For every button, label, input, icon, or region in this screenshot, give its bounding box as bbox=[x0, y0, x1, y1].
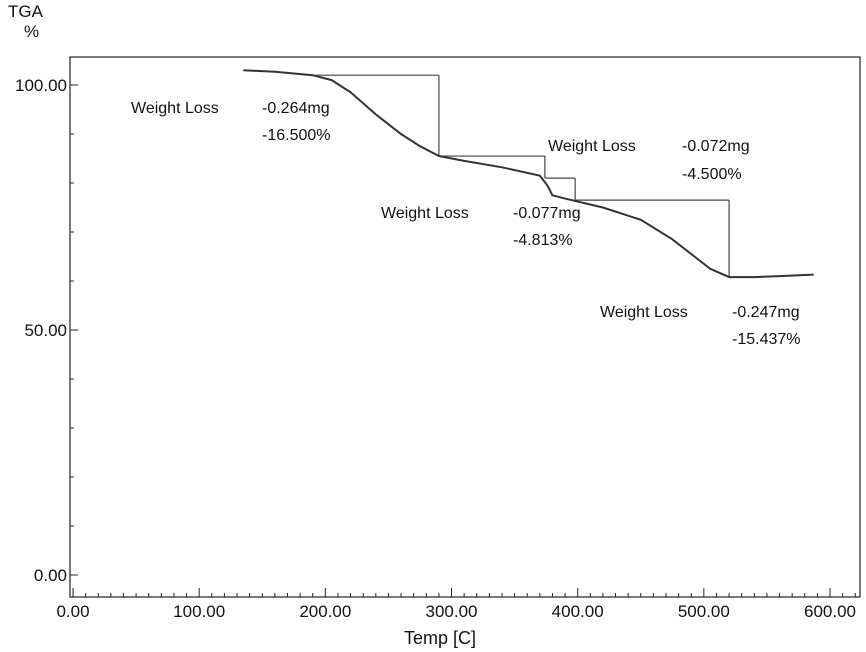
x-tick-label: 500.00 bbox=[678, 602, 730, 621]
annotation-3-percent: -4.813% bbox=[513, 232, 573, 249]
annotation-4-label: Weight Loss bbox=[600, 304, 688, 321]
annotation-4-percent: -15.437% bbox=[732, 331, 801, 348]
y-axis-ticks: 0.00 50.00 100.00 bbox=[15, 76, 78, 585]
annotation-1-mass: -0.264mg bbox=[262, 100, 330, 117]
annotation-3-mass: -0.077mg bbox=[513, 205, 581, 222]
y-tick-label: 100.00 bbox=[15, 76, 67, 95]
y-axis-unit: % bbox=[24, 22, 40, 41]
x-tick-label: 200.00 bbox=[299, 602, 351, 621]
x-tick-label: 100.00 bbox=[173, 602, 225, 621]
annotation-2-mass: -0.072mg bbox=[682, 138, 750, 155]
y-axis-title: TGA bbox=[8, 2, 43, 21]
y-tick-label: 0.00 bbox=[34, 566, 67, 585]
step-lines bbox=[312, 74, 730, 278]
annotation-3-label: Weight Loss bbox=[381, 205, 469, 222]
y-tick-label: 50.00 bbox=[24, 321, 67, 340]
annotation-1-percent: -16.500% bbox=[262, 127, 331, 144]
x-axis-title: Temp [C] bbox=[404, 628, 477, 648]
annotation-2-label: Weight Loss bbox=[548, 138, 636, 155]
annotation-1-label: Weight Loss bbox=[131, 100, 219, 117]
x-axis-ticks: 0.00 100.00 200.00 300.00 400.00 500.00 600.00 bbox=[56, 588, 856, 621]
tga-curve bbox=[243, 69, 814, 279]
x-tick-label: 600.00 bbox=[804, 602, 856, 621]
x-tick-label: 0.00 bbox=[56, 602, 89, 621]
x-tick-label: 400.00 bbox=[552, 602, 604, 621]
x-tick-label: 300.00 bbox=[426, 602, 478, 621]
annotation-2-percent: -4.500% bbox=[682, 166, 742, 183]
plot-frame bbox=[69, 56, 861, 598]
annotation-4-mass: -0.247mg bbox=[732, 304, 800, 321]
